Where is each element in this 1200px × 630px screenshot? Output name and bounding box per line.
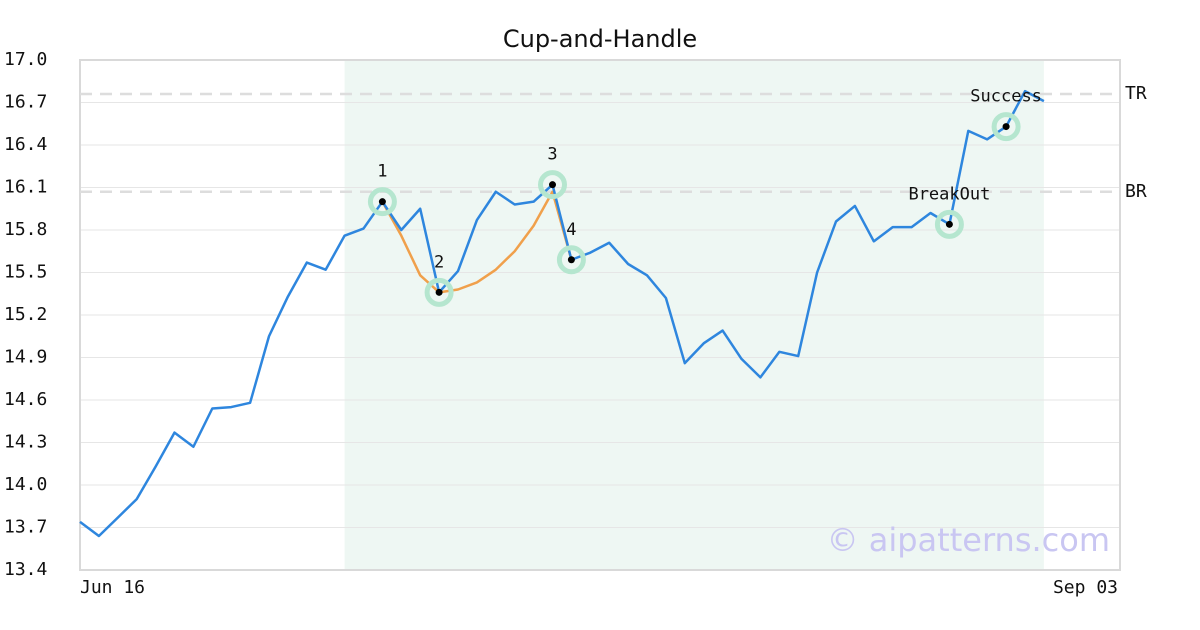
chart-title: Cup-and-Handle: [503, 25, 697, 53]
point-halo: [538, 170, 567, 200]
y-tick-label: 14.0: [4, 474, 47, 495]
point-halo: [991, 112, 1021, 142]
y-tick-label: 16.1: [4, 177, 47, 198]
point-label: 1: [377, 162, 387, 182]
y-tick-label: 14.6: [4, 389, 47, 410]
point-label: 4: [566, 220, 576, 240]
x-tick-label: Jun 16: [80, 577, 145, 598]
watermark: © aipatterns.com: [827, 521, 1110, 559]
price-line: [381, 190, 573, 294]
point-halo: [934, 209, 964, 239]
point-halo: [556, 245, 586, 275]
y-tick-label: 14.3: [4, 432, 47, 453]
y-tick-label: 17.0: [4, 49, 47, 70]
level-label: BR: [1125, 181, 1147, 202]
plot-frame: [79, 59, 1121, 571]
point-label: BreakOut: [908, 184, 990, 204]
y-tick-label: 13.7: [4, 517, 47, 538]
point-label: 2: [434, 252, 444, 272]
point-label: 3: [547, 145, 557, 165]
point-dot: [435, 288, 443, 296]
y-tick-label: 15.2: [4, 304, 47, 325]
level-label: TR: [1125, 83, 1147, 104]
y-tick-label: 16.4: [4, 134, 47, 155]
y-tick-label: 16.7: [4, 92, 47, 113]
point-label: Success: [970, 87, 1042, 107]
y-tick-label: 14.9: [4, 347, 47, 368]
y-tick-label: 15.5: [4, 262, 47, 283]
price-line: [79, 89, 1045, 538]
point-halo: [424, 277, 454, 307]
point-halo: [367, 187, 397, 217]
point-dot: [945, 220, 953, 228]
x-tick-label: Sep 03: [1053, 577, 1118, 598]
point-dot: [567, 256, 575, 264]
y-tick-label: 13.4: [4, 559, 47, 580]
point-dot: [378, 198, 386, 206]
point-dot: [1002, 123, 1010, 131]
point-dot: [549, 181, 556, 189]
y-tick-label: 15.8: [4, 219, 47, 240]
